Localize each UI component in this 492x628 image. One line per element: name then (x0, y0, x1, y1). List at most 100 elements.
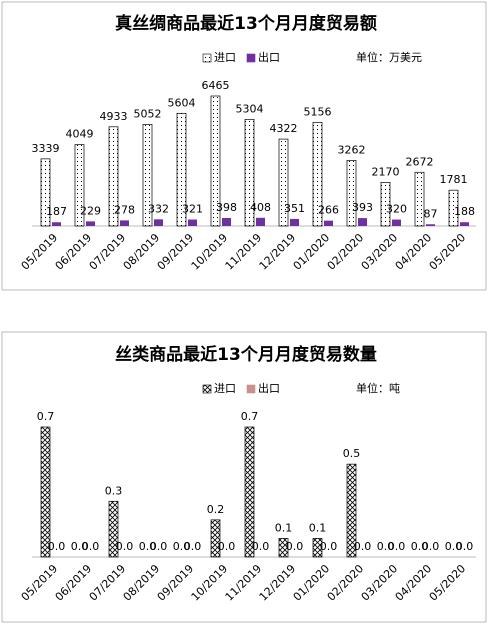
chart-title: 真丝绸商品最近13个月月度贸易额 (115, 13, 377, 34)
data-label: 2672 (406, 155, 434, 168)
bar (210, 519, 221, 558)
data-label: 187 (46, 205, 67, 218)
unit-label: 单位：吨 (356, 381, 400, 395)
data-label: 0.0 (445, 540, 463, 553)
data-label: 1781 (440, 173, 468, 186)
x-tick-label: 09/2019 (155, 231, 197, 273)
data-label: 0.7 (241, 410, 259, 423)
data-label: 332 (148, 202, 169, 215)
data-label: 0.0 (82, 540, 100, 553)
x-tick-label: 04/2020 (393, 231, 435, 273)
bar (244, 118, 255, 227)
data-label: 0.5 (343, 447, 361, 460)
data-label: 0.0 (286, 540, 304, 553)
x-tick-label: 03/2020 (359, 562, 401, 604)
bar (392, 219, 401, 226)
chart-frame (1, 1, 487, 291)
bar (290, 218, 299, 226)
chart-frame (1, 331, 487, 623)
data-label: 0.0 (422, 540, 440, 553)
data-label: 4933 (100, 110, 128, 123)
bar (120, 220, 129, 226)
bar (222, 217, 231, 226)
legend-swatch (246, 53, 256, 63)
bar (256, 217, 265, 226)
legend-swatch (246, 384, 256, 394)
data-label: 229 (80, 204, 101, 217)
data-label: 0.0 (184, 540, 202, 553)
data-label: 0.0 (377, 540, 395, 553)
data-label: 320 (386, 203, 407, 216)
data-label: 4322 (270, 122, 298, 135)
data-label: 0.0 (456, 540, 474, 553)
data-label: 0.0 (411, 540, 429, 553)
data-label: 321 (182, 203, 203, 216)
data-label: 0.1 (275, 521, 293, 534)
x-tick-label: 02/2020 (325, 562, 367, 604)
bar (176, 112, 187, 227)
data-label: 0.7 (37, 410, 55, 423)
bar (414, 171, 425, 227)
bar (312, 538, 323, 558)
x-tick-label: 12/2019 (257, 562, 299, 604)
x-tick-label: 03/2020 (359, 231, 401, 273)
x-tick-label: 11/2019 (223, 562, 265, 604)
bar (380, 182, 391, 227)
data-label: 0.0 (150, 540, 168, 553)
bar (312, 121, 323, 227)
bar (142, 124, 153, 227)
data-label: 351 (284, 202, 305, 215)
x-tick-label: 05/2020 (427, 562, 469, 604)
x-tick-label: 06/2019 (53, 562, 95, 604)
unit-label: 单位：万美元 (356, 50, 422, 64)
data-label: 0.0 (116, 540, 134, 553)
x-tick-label: 05/2019 (19, 562, 61, 604)
bar (278, 138, 289, 227)
data-label: 266 (318, 204, 339, 217)
x-tick-label: 01/2020 (291, 562, 333, 604)
bar (40, 426, 51, 558)
bar (86, 221, 95, 226)
data-label: 0.2 (207, 503, 225, 516)
data-label: 5052 (134, 107, 162, 120)
bar (358, 218, 367, 226)
data-label: 6465 (202, 79, 230, 92)
x-tick-label: 01/2020 (291, 231, 333, 273)
bar (108, 126, 119, 227)
data-label: 278 (114, 203, 135, 216)
bar (52, 222, 61, 226)
data-label: 2170 (372, 165, 400, 178)
x-tick-label: 12/2019 (257, 231, 299, 273)
bar (278, 538, 289, 558)
x-tick-label: 04/2020 (393, 562, 435, 604)
data-label: 4049 (66, 128, 94, 141)
data-label: 0.3 (105, 484, 123, 497)
bar (426, 224, 435, 226)
legend-label: 进口 (214, 382, 236, 395)
x-tick-label: 07/2019 (87, 562, 129, 604)
chart-title: 丝类商品最近13个月月度贸易数量 (115, 344, 377, 365)
data-label: 398 (216, 201, 237, 214)
data-label: 5304 (236, 102, 264, 115)
data-label: 0.0 (139, 540, 157, 553)
data-label: 5156 (304, 105, 332, 118)
bar (74, 144, 85, 227)
bar (210, 95, 221, 227)
legend-swatch (202, 53, 212, 63)
data-label: 0.0 (173, 540, 191, 553)
data-label: 0.0 (320, 540, 338, 553)
bar (244, 426, 255, 558)
data-label: 0.0 (48, 540, 66, 553)
data-label: 0.1 (309, 521, 327, 534)
x-tick-label: 05/2020 (427, 231, 469, 273)
legend-swatch (202, 384, 212, 394)
data-label: 5604 (168, 96, 196, 109)
bar (460, 222, 469, 226)
data-label: 188 (454, 205, 475, 218)
x-tick-label: 07/2019 (87, 231, 129, 273)
data-label: 3339 (32, 142, 60, 155)
x-tick-label: 09/2019 (155, 562, 197, 604)
bar (108, 500, 119, 558)
data-label: 87 (424, 207, 438, 220)
